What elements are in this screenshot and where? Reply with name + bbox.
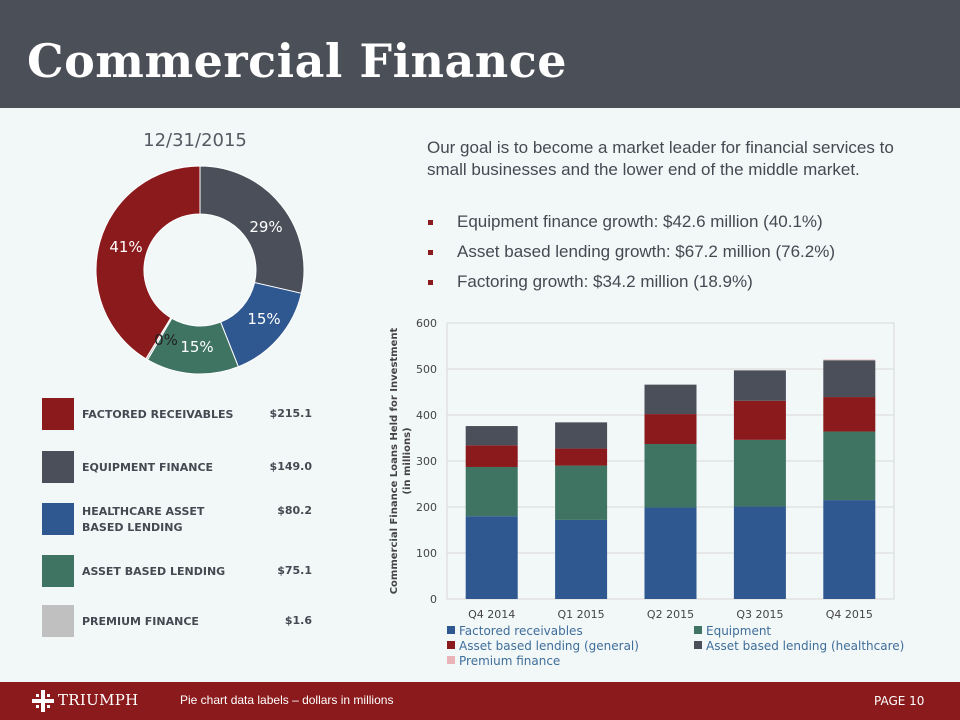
bullet-marker (428, 220, 433, 225)
legend-swatch (42, 605, 74, 637)
footnote: Pie chart data labels – dollars in milli… (180, 693, 394, 707)
donut-data-label: 29% (249, 218, 282, 236)
legend-value: $1.6 (284, 614, 312, 627)
bar-segment-0 (823, 500, 876, 599)
chart-legend-swatch (694, 626, 702, 634)
bar-segment-3 (823, 360, 876, 398)
bullet-text: Factoring growth: $34.2 million (18.9%) (457, 272, 753, 291)
bar-segment-2 (465, 445, 518, 467)
legend-swatch (42, 555, 74, 587)
y-tick-label: 0 (430, 593, 437, 606)
y-tick-label: 400 (416, 409, 437, 422)
legend-value: $80.2 (277, 504, 312, 517)
brand-logo-text: TRIUMPH (58, 691, 139, 709)
legend-label: FACTORED RECEIVABLES (82, 408, 234, 421)
y-tick-label: 600 (416, 317, 437, 330)
donut-data-label: 15% (180, 338, 213, 356)
bar-segment-0 (555, 519, 608, 599)
chart-legend-label: Equipment (706, 624, 771, 638)
bar-segment-1 (644, 443, 697, 508)
bar-segment-1 (555, 465, 608, 520)
bullet-item: Asset based lending growth: $67.2 millio… (428, 242, 908, 266)
x-tick-label: Q2 2015 (647, 608, 694, 621)
stacked-bar-chart: 0 100 200 300 400 500 600 Q4 2014 Q1 2015 Q2 2015… (389, 317, 904, 668)
y-tick-label: 500 (416, 363, 437, 376)
y-tick-label: 100 (416, 547, 437, 560)
bar-segment-2 (823, 397, 876, 432)
chart-legend-label: Premium finance (459, 654, 560, 668)
legend-value: $215.1 (269, 407, 312, 420)
triumph-cross-icon (32, 690, 54, 712)
header-bar: Commercial Finance (0, 0, 960, 108)
legend-swatch (42, 451, 74, 483)
legend-row-asset-based-lending: ASSET BASED LENDING $75.1 (42, 555, 322, 587)
page-number: PAGE 10 (874, 694, 925, 708)
x-tick-label: Q3 2015 (736, 608, 783, 621)
donut-slice-0 (95, 165, 201, 360)
bar-segment-1 (733, 439, 786, 507)
donut-data-label: 15% (247, 310, 280, 328)
x-tick-label: Q1 2015 (558, 608, 605, 621)
x-tick-label: Q4 2015 (826, 608, 873, 621)
footer-bar: TRIUMPH Pie chart data labels – dollars … (0, 682, 960, 720)
legend-swatch (42, 398, 74, 430)
x-tick-label: Q4 2014 (468, 608, 515, 621)
legend-label: PREMIUM FINANCE (82, 615, 199, 628)
y-tick-label: 200 (416, 501, 437, 514)
legend-value: $75.1 (277, 564, 312, 577)
chart-legend-label: Asset based lending (general) (459, 639, 639, 653)
bullet-text: Equipment finance growth: $42.6 million … (457, 212, 823, 231)
bar-segment-2 (733, 400, 786, 440)
legend-value: $149.0 (269, 460, 312, 473)
bar-segment-4 (823, 359, 876, 361)
chart-legend-label: Asset based lending (healthcare) (706, 639, 904, 653)
donut-data-label: 0% (154, 331, 178, 349)
legend-row-equipment-finance: EQUIPMENT FINANCE $149.0 (42, 451, 322, 483)
legend-row-premium-finance: PREMIUM FINANCE $1.6 (42, 605, 322, 637)
donut-chart: 29%15%15%0%41% (95, 165, 305, 375)
bar-segment-3 (465, 426, 518, 446)
donut-slice-1 (199, 165, 305, 294)
chart-legend-swatch (694, 641, 702, 649)
legend-swatch (42, 503, 74, 535)
bar-segment-1 (823, 431, 876, 501)
legend-label: HEALTHCARE ASSET BASED LENDING (82, 505, 205, 534)
bar-segment-1 (465, 466, 518, 517)
bullet-marker (428, 280, 433, 285)
chart-legend-label: Factored receivables (459, 624, 583, 638)
goal-statement: Our goal is to become a market leader fo… (427, 138, 894, 179)
y-axis-title: Commercial Finance Loans Held for Invest… (389, 327, 413, 594)
bar-segment-3 (733, 370, 786, 401)
legend-row-factored-receivables: FACTORED RECEIVABLES $215.1 (42, 398, 322, 430)
bullet-text: Asset based lending growth: $67.2 millio… (457, 242, 835, 261)
legend-label: EQUIPMENT FINANCE (82, 461, 214, 474)
bar-segment-0 (733, 506, 786, 599)
legend-label: ASSET BASED LENDING (82, 565, 226, 578)
bar-segment-0 (465, 516, 518, 599)
bar-segment-3 (644, 384, 697, 415)
chart-legend-swatch (447, 641, 455, 649)
y-tick-label: 300 (416, 455, 437, 468)
legend-row-healthcare-abl: HEALTHCARE ASSET BASED LENDING $80.2 (42, 503, 322, 535)
donut-data-label: 41% (109, 238, 142, 256)
bullet-item: Equipment finance growth: $42.6 million … (428, 212, 908, 236)
bar-segment-2 (644, 414, 697, 444)
bar-segment-3 (555, 422, 608, 449)
page-title: Commercial Finance (27, 34, 568, 88)
chart-legend-swatch (447, 626, 455, 634)
bar-segment-2 (555, 448, 608, 466)
chart-legend-swatch (447, 656, 455, 664)
bullet-item: Factoring growth: $34.2 million (18.9%) (428, 272, 908, 296)
bar-segment-0 (644, 507, 697, 599)
bullet-marker (428, 250, 433, 255)
donut-chart-title: 12/31/2015 (143, 130, 247, 151)
